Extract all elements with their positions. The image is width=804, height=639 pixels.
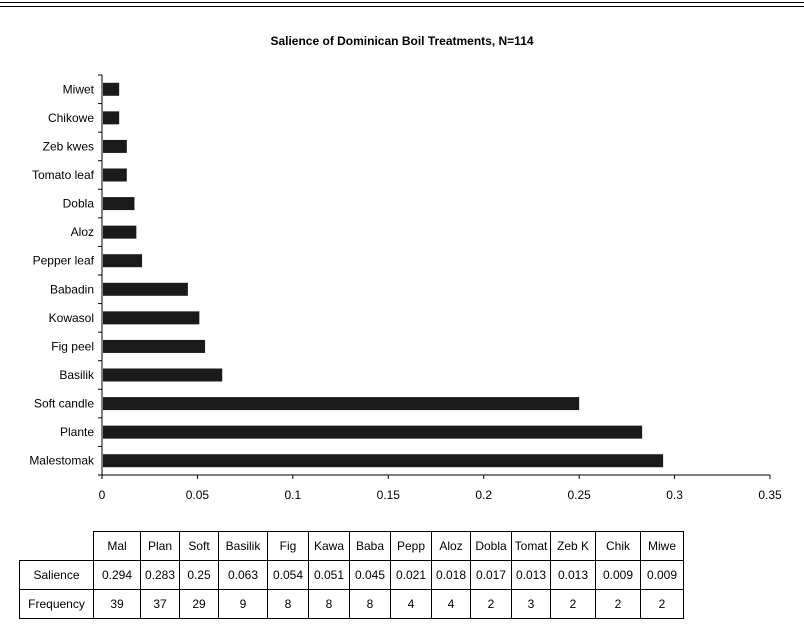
bar-chart: Salience of Dominican Boil Treatments, N… bbox=[29, 34, 782, 502]
table-header-cell: Zeb K bbox=[550, 531, 596, 561]
x-tick-label: 0.35 bbox=[758, 488, 782, 502]
category-label: Soft candle bbox=[34, 397, 94, 411]
bar-tomato-leaf bbox=[103, 168, 127, 182]
bar-aloz bbox=[103, 225, 137, 239]
bar-chikowe bbox=[103, 111, 120, 125]
category-label: Plante bbox=[60, 425, 94, 439]
table-cell: 0.013 bbox=[511, 560, 551, 590]
bar-basilik bbox=[103, 368, 223, 382]
category-label: Babadin bbox=[50, 282, 94, 296]
bar-kowasol bbox=[103, 311, 200, 325]
table-row: Frequency 39 37 29 9 8 8 8 4 4 2 3 2 2 2 bbox=[19, 589, 684, 619]
bar-pepper-leaf bbox=[103, 254, 143, 268]
bar-dobla bbox=[103, 197, 135, 211]
table-header-cell: Soft bbox=[179, 531, 219, 561]
category-label: Pepper leaf bbox=[33, 254, 95, 268]
table-cell: 4 bbox=[431, 589, 471, 619]
bar-malestomak bbox=[103, 454, 664, 468]
table-header-cell: Aloz bbox=[431, 531, 471, 561]
table-cell: 0.017 bbox=[470, 560, 512, 590]
table-cell: 0.013 bbox=[550, 560, 596, 590]
x-tick-label: 0.1 bbox=[285, 488, 302, 502]
table-cell: 39 bbox=[93, 589, 141, 619]
axes-layer: Miwet Chikowe Zeb kwes Tomato leaf Dobla Aloz… bbox=[29, 74, 782, 502]
table-header-cell: Chik bbox=[595, 531, 641, 561]
x-tick-label: 0.15 bbox=[377, 488, 401, 502]
table-cell: 0.009 bbox=[595, 560, 641, 590]
table-cell: 0.054 bbox=[267, 560, 309, 590]
table-cell: 0.283 bbox=[140, 560, 180, 590]
x-tick-label: 0.05 bbox=[186, 488, 210, 502]
category-label: Basilik bbox=[59, 368, 95, 382]
table-cell: 0.045 bbox=[349, 560, 391, 590]
table-cell: 8 bbox=[349, 589, 391, 619]
table-cell: 4 bbox=[390, 589, 432, 619]
x-tick-label: 0.2 bbox=[475, 488, 492, 502]
x-tick-label: 0 bbox=[99, 488, 106, 502]
table-cell: 37 bbox=[140, 589, 180, 619]
bars-layer bbox=[103, 82, 664, 468]
table-cell: 0.018 bbox=[431, 560, 471, 590]
table-row-label: Salience bbox=[19, 560, 94, 590]
table-cell: 2 bbox=[550, 589, 596, 619]
bar-babadin bbox=[103, 282, 188, 296]
category-label: Miwet bbox=[63, 82, 95, 96]
table-corner-cell bbox=[19, 531, 94, 561]
table-cell: 2 bbox=[640, 589, 684, 619]
table-cell: 8 bbox=[267, 589, 309, 619]
bar-fig-peel bbox=[103, 339, 206, 353]
table-header-cell: Dobla bbox=[470, 531, 512, 561]
x-tick-label: 0.25 bbox=[567, 488, 591, 502]
category-label: Zeb kwes bbox=[43, 139, 94, 153]
table-cell: 29 bbox=[179, 589, 219, 619]
table-cell: 0.063 bbox=[218, 560, 268, 590]
table-cell: 0.051 bbox=[308, 560, 350, 590]
category-label: Tomato leaf bbox=[32, 168, 95, 182]
table-header-cell: Baba bbox=[349, 531, 391, 561]
bar-soft-candle bbox=[103, 397, 580, 411]
table-header-cell: Mal bbox=[93, 531, 141, 561]
table-header-cell: Basilik bbox=[218, 531, 268, 561]
table-row: Salience 0.294 0.283 0.25 0.063 0.054 0.051 0.0… bbox=[19, 560, 684, 590]
table-header-cell: Plan bbox=[140, 531, 180, 561]
table-header-cell: Pepp bbox=[390, 531, 432, 561]
top-rule-1 bbox=[0, 2, 804, 3]
category-label: Chikowe bbox=[48, 111, 94, 125]
table-cell: 2 bbox=[470, 589, 512, 619]
table-cell: 9 bbox=[218, 589, 268, 619]
table-cell: 0.294 bbox=[93, 560, 141, 590]
data-table: Mal Plan Soft Basilik Fig Kawa Baba Pepp Aloz Dob… bbox=[19, 531, 684, 619]
table-cell: 8 bbox=[308, 589, 350, 619]
table-header-cell: Kawa bbox=[308, 531, 350, 561]
category-label: Aloz bbox=[71, 225, 94, 239]
bar-zeb-kwes bbox=[103, 139, 127, 153]
table-header-cell: Fig bbox=[267, 531, 309, 561]
chart-title: Salience of Dominican Boil Treatments, N… bbox=[270, 34, 533, 48]
bar-miwet bbox=[103, 82, 120, 96]
table-row: Mal Plan Soft Basilik Fig Kawa Baba Pepp Aloz Dob… bbox=[19, 531, 684, 561]
table-cell: 3 bbox=[511, 589, 551, 619]
category-label: Malestomak bbox=[29, 454, 95, 468]
table-header-cell: Tomat bbox=[511, 531, 551, 561]
table-cell: 0.25 bbox=[179, 560, 219, 590]
table-cell: 0.009 bbox=[640, 560, 684, 590]
category-label: Kowasol bbox=[49, 311, 94, 325]
table-cell: 2 bbox=[595, 589, 641, 619]
bar-plante bbox=[103, 425, 643, 439]
category-label: Fig peel bbox=[51, 339, 94, 353]
x-tick-label: 0.3 bbox=[666, 488, 683, 502]
table-header-cell: Miwe bbox=[640, 531, 684, 561]
category-label: Dobla bbox=[63, 197, 95, 211]
table-cell: 0.021 bbox=[390, 560, 432, 590]
table-row-label: Frequency bbox=[19, 589, 94, 619]
top-rule-2 bbox=[0, 6, 804, 7]
